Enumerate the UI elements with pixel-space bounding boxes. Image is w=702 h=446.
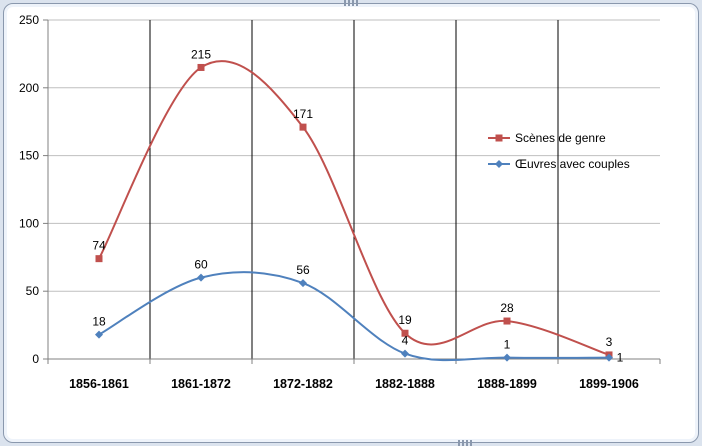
data-point-square: [95, 255, 103, 263]
x-tick-label: 1888-1899: [477, 377, 537, 391]
legend-label: Scènes de genre: [515, 131, 606, 145]
legend-marker-diamond: [495, 160, 503, 168]
x-tick-label: 1861-1872: [171, 377, 231, 391]
data-point-square: [503, 317, 511, 325]
legend-marker-square: [495, 134, 503, 142]
x-tick-label: 1856-1861: [69, 377, 129, 391]
data-label: 1: [617, 351, 624, 365]
data-label: 1: [504, 338, 511, 352]
series-line-1: [98, 271, 610, 362]
data-point-diamond: [605, 353, 613, 362]
data-point-square: [197, 63, 205, 71]
data-point-diamond: [299, 279, 307, 288]
data-label: 28: [500, 301, 514, 315]
data-point-diamond: [95, 330, 103, 339]
y-tick-label: 150: [19, 149, 39, 163]
data-point-diamond: [197, 273, 205, 282]
x-tick-label: 1882-1888: [375, 377, 435, 391]
y-tick-label: 50: [26, 284, 40, 298]
data-label: 74: [92, 239, 106, 253]
y-tick-label: 200: [19, 81, 39, 95]
data-label: 171: [293, 107, 313, 121]
data-point-square: [299, 123, 307, 131]
data-label: 3: [606, 335, 613, 349]
y-tick-label: 0: [32, 352, 39, 366]
resize-handle-top[interactable]: [344, 0, 358, 6]
data-label: 215: [191, 47, 211, 61]
data-label: 18: [92, 315, 106, 329]
x-tick-label: 1872-1882: [273, 377, 333, 391]
data-point-square: [401, 329, 409, 337]
data-point-diamond: [401, 349, 409, 358]
legend-label: Œuvres avec couples: [515, 157, 630, 171]
resize-handle-bottom[interactable]: [458, 440, 472, 446]
y-tick-label: 100: [19, 216, 39, 230]
data-label: 56: [296, 263, 310, 277]
data-point-diamond: [503, 353, 511, 362]
data-label: 19: [398, 313, 412, 327]
y-tick-label: 250: [19, 13, 39, 27]
x-tick-label: 1899-1906: [579, 377, 639, 391]
data-label: 4: [402, 334, 409, 348]
data-label: 60: [194, 258, 208, 272]
